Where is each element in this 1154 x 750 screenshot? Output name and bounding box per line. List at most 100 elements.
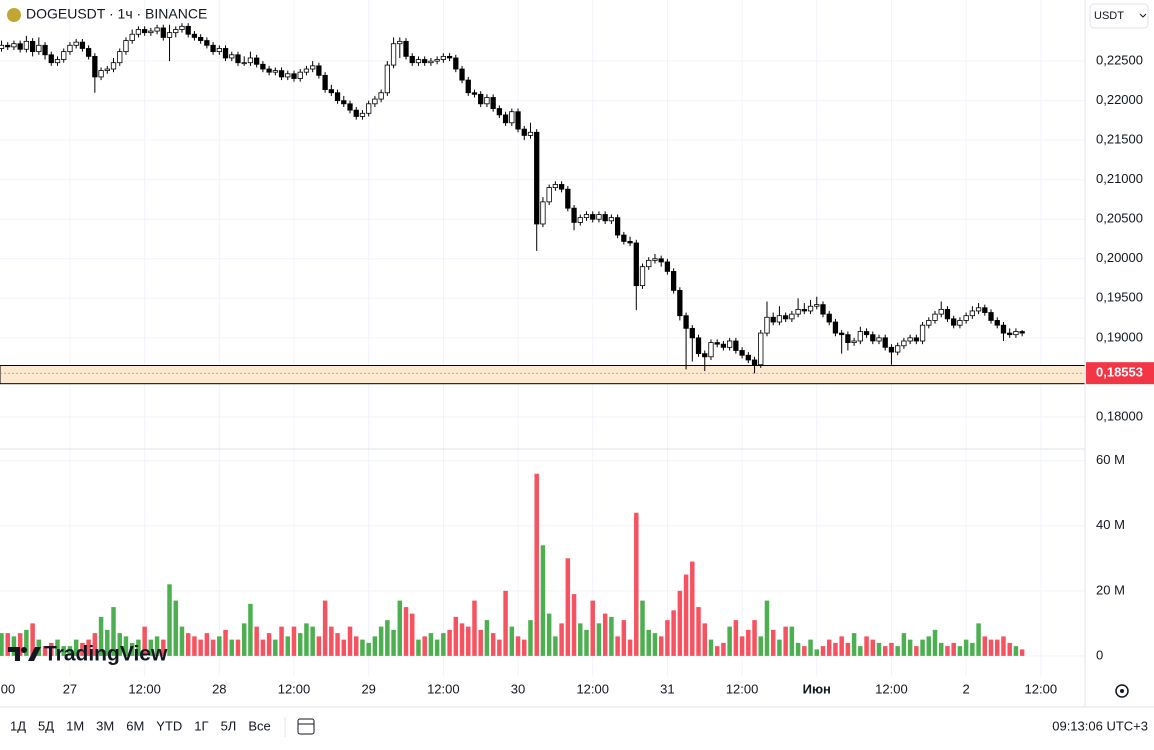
candle-body: [42, 44, 48, 56]
range-button[interactable]: 1Д: [10, 718, 26, 733]
volume-bar: [385, 620, 390, 656]
volume-bar: [266, 633, 272, 656]
dropdown-arrow: [1139, 13, 1147, 18]
candle-body: [963, 315, 969, 321]
candle-body: [969, 310, 975, 317]
range-button[interactable]: 1Г: [194, 718, 208, 733]
volume-bar: [447, 629, 452, 656]
range-button[interactable]: Все: [248, 718, 270, 733]
volume-bar: [341, 639, 347, 656]
candle-body: [1013, 331, 1019, 336]
calendar-icon[interactable]: [297, 718, 315, 735]
range-button[interactable]: 3М: [96, 718, 114, 733]
candle-body: [982, 307, 988, 313]
volume-bar: [192, 636, 197, 656]
currency-select[interactable]: [1089, 3, 1149, 29]
candle-body: [627, 240, 633, 244]
candle-body: [141, 29, 148, 34]
candle-body: [733, 340, 739, 351]
volume-bar: [914, 646, 919, 656]
volume-bar: [696, 607, 701, 656]
candle-body: [720, 343, 727, 348]
candle-body: [272, 70, 278, 73]
volume-bar: [970, 642, 975, 656]
volume-bar: [0, 633, 4, 656]
volume-bar: [217, 636, 222, 656]
candle-body: [789, 313, 795, 320]
candle-body: [596, 214, 602, 220]
range-button[interactable]: YTD: [156, 718, 182, 733]
candle-body: [110, 62, 117, 70]
candle-body: [670, 271, 677, 291]
volume-bar: [565, 558, 571, 656]
volume-bar: [98, 616, 104, 656]
candle-body: [204, 40, 210, 46]
candle-body: [478, 93, 484, 105]
volume-bar: [578, 623, 583, 656]
candle-body: [764, 316, 770, 334]
candle-body: [882, 337, 888, 348]
volume-bar: [770, 629, 776, 656]
settings-icon[interactable]: [1115, 684, 1129, 698]
candle-body: [521, 128, 527, 136]
volume-bar: [210, 639, 216, 656]
x-tick-label: 12:00: [278, 681, 311, 696]
candle-body: [832, 321, 839, 334]
candle-body: [994, 320, 1000, 326]
volume-bar: [528, 620, 533, 656]
volume-bar: [609, 616, 614, 656]
candle-body: [173, 29, 179, 34]
candle-body: [907, 337, 913, 342]
volume-bar: [391, 629, 396, 656]
volume-bar: [397, 600, 403, 656]
candle-body: [851, 340, 857, 343]
volume-bar: [515, 636, 521, 656]
candle-body: [297, 71, 303, 79]
candle-body: [951, 318, 957, 326]
candle-body: [863, 331, 870, 336]
volume-bar: [173, 600, 178, 656]
volume-bar: [497, 639, 502, 656]
volume-bar: [466, 626, 471, 656]
x-tick-label: 12:00: [875, 681, 908, 696]
volume-bar: [901, 633, 907, 656]
candle-body: [316, 65, 322, 76]
range-button[interactable]: 6М: [126, 718, 144, 733]
volume-bar: [67, 646, 73, 656]
range-button[interactable]: 1М: [66, 718, 84, 733]
volume-tick-label: 60 M: [1096, 452, 1125, 467]
candle-body: [341, 100, 347, 105]
range-button[interactable]: 5Д: [38, 718, 54, 733]
candle-body: [17, 43, 23, 50]
candle-body: [98, 70, 104, 78]
volume-bar: [329, 626, 334, 656]
candle-body: [471, 92, 478, 95]
candle-body: [795, 308, 801, 315]
y-tick-label: 0,22500: [1096, 53, 1143, 68]
volume-bar: [571, 594, 577, 656]
volume-bar: [864, 636, 869, 656]
volume-bar: [764, 600, 770, 656]
currency-label: USDT: [1094, 10, 1124, 22]
volume-bar: [1019, 649, 1025, 656]
candle-body: [913, 337, 919, 342]
volume-bar: [484, 620, 490, 656]
candle-body: [129, 33, 135, 41]
candle-body: [409, 55, 415, 64]
x-tick-label: 29: [361, 681, 375, 696]
chart-title[interactable]: DOGEUSDT · 1ч · BINANCE: [26, 6, 207, 22]
logo: TradingView: [8, 643, 168, 666]
volume-bar: [988, 639, 994, 656]
volume-bar: [422, 636, 427, 656]
volume-bar: [690, 561, 695, 656]
volume-bar: [167, 584, 172, 656]
volume-bar: [472, 600, 477, 656]
volume-bar: [559, 623, 564, 656]
x-tick-label: 12:00: [128, 681, 161, 696]
candle-body: [73, 41, 79, 46]
plot: [0, 23, 1086, 656]
candle-body: [79, 41, 86, 49]
range-button[interactable]: 5Л: [221, 718, 237, 733]
candle-body: [1019, 331, 1025, 334]
